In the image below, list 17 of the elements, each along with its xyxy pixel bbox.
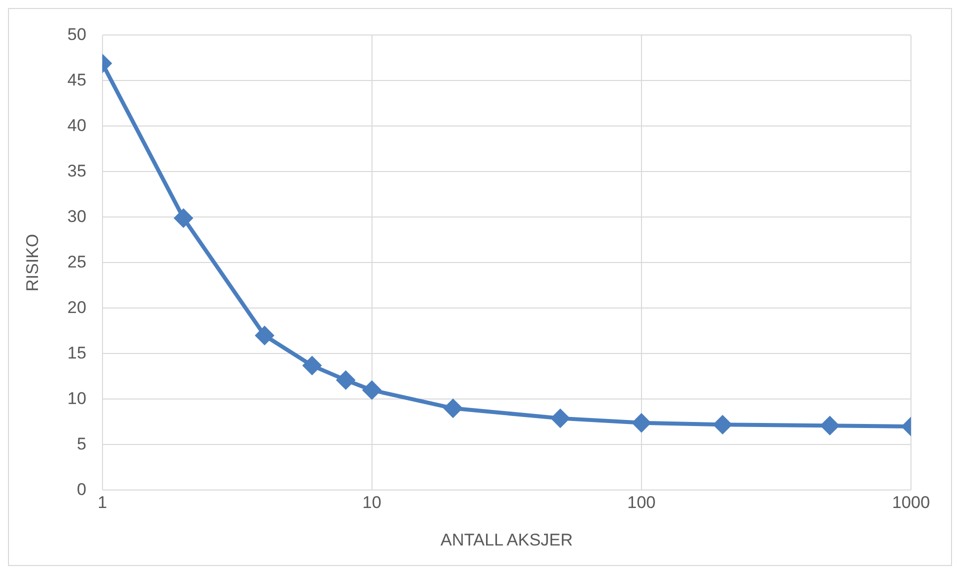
x-tick-label: 1000	[892, 493, 930, 512]
y-tick-label: 15	[67, 343, 86, 362]
y-tick-label: 20	[67, 298, 86, 317]
x-tick-label: 100	[627, 493, 656, 512]
y-tick-label: 45	[67, 70, 86, 90]
y-tick-label: 25	[67, 252, 86, 272]
y-tick-label: 30	[67, 206, 86, 226]
y-tick-label: 40	[67, 116, 86, 135]
y-tick-label: 50	[67, 24, 86, 44]
x-tick-label: 10	[362, 493, 382, 512]
y-axis-title: RISIKO	[22, 234, 42, 292]
y-tick-label: 0	[76, 480, 86, 499]
y-tick-label: 10	[67, 388, 86, 408]
y-tick-label: 35	[67, 161, 86, 180]
x-tick-label: 1	[98, 493, 108, 512]
y-tick-label: 5	[76, 434, 86, 454]
x-axis-title: ANTALL AKSJER	[440, 530, 573, 550]
